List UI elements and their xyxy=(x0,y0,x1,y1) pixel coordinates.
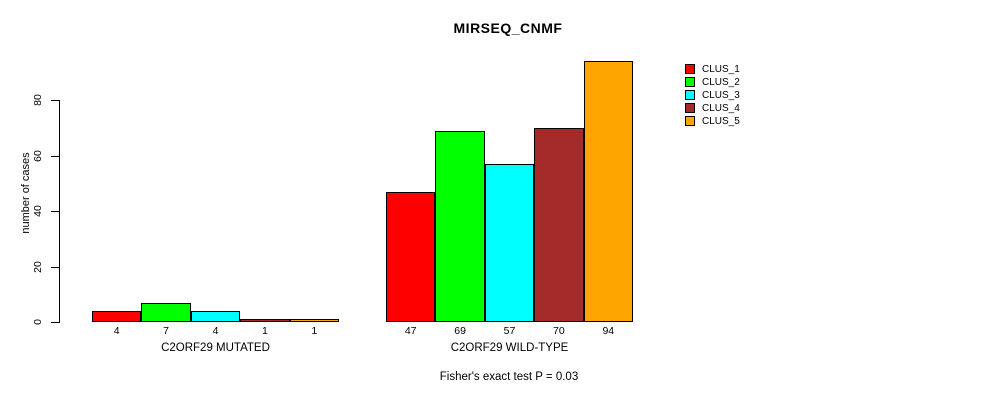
legend-swatch xyxy=(685,64,695,74)
legend-swatch xyxy=(685,103,695,113)
bar-value-label: 7 xyxy=(163,325,170,337)
legend-item: CLUS_4 xyxy=(685,102,740,114)
bar-value-label: 4 xyxy=(113,325,120,337)
y-axis-line xyxy=(59,100,60,323)
bar-CLUS_2 xyxy=(435,130,485,322)
y-tick-label: 0 xyxy=(32,319,44,325)
legend-swatch xyxy=(685,116,695,126)
bar-CLUS_2 xyxy=(141,302,191,322)
bar-CLUS_1 xyxy=(386,191,436,322)
bar-CLUS_5 xyxy=(289,319,339,322)
y-tick xyxy=(51,211,59,212)
bar-CLUS_5 xyxy=(583,61,633,322)
y-tick-label: 20 xyxy=(32,260,44,273)
legend-item-label: CLUS_1 xyxy=(702,63,740,75)
footnote: Fisher's exact test P = 0.03 xyxy=(439,371,579,383)
bar-CLUS_4 xyxy=(534,127,584,322)
bar-value-label: 69 xyxy=(454,325,466,337)
y-axis-label: number of cases xyxy=(20,152,32,234)
legend-item: CLUS_5 xyxy=(685,115,740,127)
chart-title: MIRSEQ_CNMF xyxy=(453,20,563,36)
y-tick-label: 80 xyxy=(32,94,44,106)
group-label: C2ORF29 WILD-TYPE xyxy=(450,342,569,354)
legend-swatch xyxy=(685,77,695,87)
y-tick xyxy=(51,322,59,323)
bar-CLUS_4 xyxy=(240,319,290,322)
bar-value-label: 57 xyxy=(503,325,516,337)
y-tick-label: 40 xyxy=(32,205,44,217)
y-tick xyxy=(51,266,59,268)
bar-value-label: 47 xyxy=(404,325,417,337)
bar-CLUS_3 xyxy=(190,310,241,322)
legend-item-label: CLUS_2 xyxy=(702,76,740,88)
bar-value-label: 4 xyxy=(212,325,219,337)
legend: CLUS_1 CLUS_2 CLUS_3 CLUS_4 CLUS_5 xyxy=(685,63,740,127)
legend-item-label: CLUS_4 xyxy=(702,102,740,114)
bar-CLUS_1 xyxy=(92,310,142,322)
bar-value-label: 94 xyxy=(602,325,615,337)
legend-item: CLUS_3 xyxy=(685,89,740,101)
y-tick-label: 60 xyxy=(32,149,44,162)
bar-value-label: 70 xyxy=(553,325,565,337)
y-tick xyxy=(51,155,59,157)
bar-CLUS_3 xyxy=(484,163,535,322)
legend-item-label: CLUS_3 xyxy=(702,89,740,101)
legend-item: CLUS_2 xyxy=(685,76,740,88)
legend-item-label: CLUS_5 xyxy=(702,115,740,127)
group-label: C2ORF29 MUTATED xyxy=(161,342,270,354)
legend-item: CLUS_1 xyxy=(685,63,740,75)
bar-value-label: 1 xyxy=(311,325,318,337)
y-tick xyxy=(51,100,59,101)
legend-swatch xyxy=(685,90,695,100)
bar-value-label: 1 xyxy=(261,325,268,337)
